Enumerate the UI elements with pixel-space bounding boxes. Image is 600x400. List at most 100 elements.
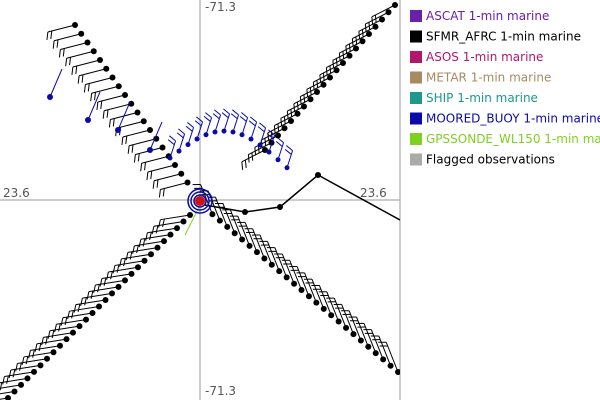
barb-staff (333, 297, 347, 329)
barb-tick (56, 39, 59, 48)
barb-tick (162, 188, 165, 197)
obs-dot (57, 342, 63, 349)
center-ring (193, 194, 207, 208)
barb-tick (64, 316, 68, 326)
barb-staff (72, 59, 101, 68)
barb-staff (241, 117, 249, 135)
barb-tick (185, 125, 193, 132)
center-ring (190, 191, 210, 211)
barb-staff (352, 26, 376, 39)
obs-dot (365, 343, 372, 350)
barb-staff (0, 384, 22, 389)
barb-tick (257, 126, 265, 133)
obs-dot (154, 244, 161, 251)
buoy-dot (221, 128, 227, 134)
barb-tick (65, 58, 68, 67)
buoy-stem (49, 68, 63, 98)
obs-dot (268, 261, 275, 268)
buoy-dot (176, 148, 182, 154)
barb-staff (223, 113, 231, 132)
obs-dot (333, 67, 340, 74)
obs-dot (115, 283, 122, 290)
barb-staff (17, 358, 48, 364)
barb-tick (67, 311, 70, 320)
obs-dot (246, 242, 253, 249)
barb-tick (15, 363, 18, 372)
barb-staff (280, 106, 305, 119)
barb-tick (146, 171, 149, 180)
barb-tick (223, 108, 230, 115)
barb-staff (85, 77, 113, 85)
barb-staff (311, 278, 325, 310)
barb-tick (248, 120, 256, 127)
barb-tick (277, 137, 284, 144)
barb-tick (127, 145, 130, 154)
obs-dot (275, 132, 281, 139)
obs-dot (174, 225, 180, 232)
barb-tick (73, 304, 77, 313)
barb-tick (108, 119, 111, 128)
barb-staff (341, 304, 354, 335)
barb-staff (248, 142, 272, 155)
barb-tick (69, 57, 72, 66)
barb-staff (215, 196, 228, 228)
buoy-dot (185, 142, 191, 148)
barb-staff (339, 40, 363, 54)
barb-staff (141, 155, 169, 164)
barb-tick (50, 30, 53, 39)
legend-swatch (410, 10, 422, 22)
barb-tick (106, 271, 109, 280)
barb-tick (34, 343, 38, 352)
obs-dot (340, 60, 346, 66)
obs-dot (343, 324, 350, 331)
obs-dot (231, 230, 238, 237)
obs-dot (50, 349, 57, 356)
barb-tick (230, 113, 238, 120)
obs-dot (147, 127, 153, 133)
obs-dot (148, 251, 154, 258)
obs-dot (103, 65, 110, 72)
barb-tick (38, 343, 42, 352)
obs-dot (353, 45, 359, 52)
obs-dot (76, 323, 83, 330)
obs-dot (128, 270, 135, 277)
barb-staff (169, 140, 177, 159)
barb-staff (244, 222, 258, 253)
obs-dot (301, 103, 307, 110)
obs-dot (78, 30, 85, 37)
barb-tick (125, 252, 129, 261)
barb-tick (132, 245, 135, 254)
barb-staff (300, 84, 324, 97)
legend-label: Flagged observations (426, 153, 555, 167)
barb-tick (71, 66, 74, 75)
buoy-dot (257, 142, 263, 148)
barb-tick (119, 258, 122, 267)
buoy-dot (248, 136, 254, 142)
obs-dot (115, 83, 122, 90)
obs-dot (11, 388, 18, 395)
barb-tick (80, 298, 83, 307)
barb-tick (221, 112, 229, 119)
barb-staff (95, 279, 126, 286)
buoy-stem (87, 91, 101, 121)
barb-staff (75, 299, 106, 306)
obs-dot (291, 280, 298, 287)
obs-dot (31, 368, 37, 375)
observations (0, 2, 400, 400)
barb-staff (313, 69, 337, 83)
barb-tick (112, 118, 115, 127)
obs-dot (167, 231, 174, 238)
obs-dot (159, 144, 166, 151)
obs-dot (385, 9, 392, 16)
barb-staff (385, 342, 399, 373)
obs-dot (307, 96, 314, 103)
barb-tick (169, 135, 176, 142)
barb-staff (267, 120, 292, 134)
legend-swatch (410, 112, 422, 125)
obs-dot (262, 147, 268, 153)
barb-tick (116, 264, 120, 273)
barb-tick (75, 65, 78, 74)
barb-tick (83, 84, 86, 93)
obs-dot (261, 255, 268, 262)
